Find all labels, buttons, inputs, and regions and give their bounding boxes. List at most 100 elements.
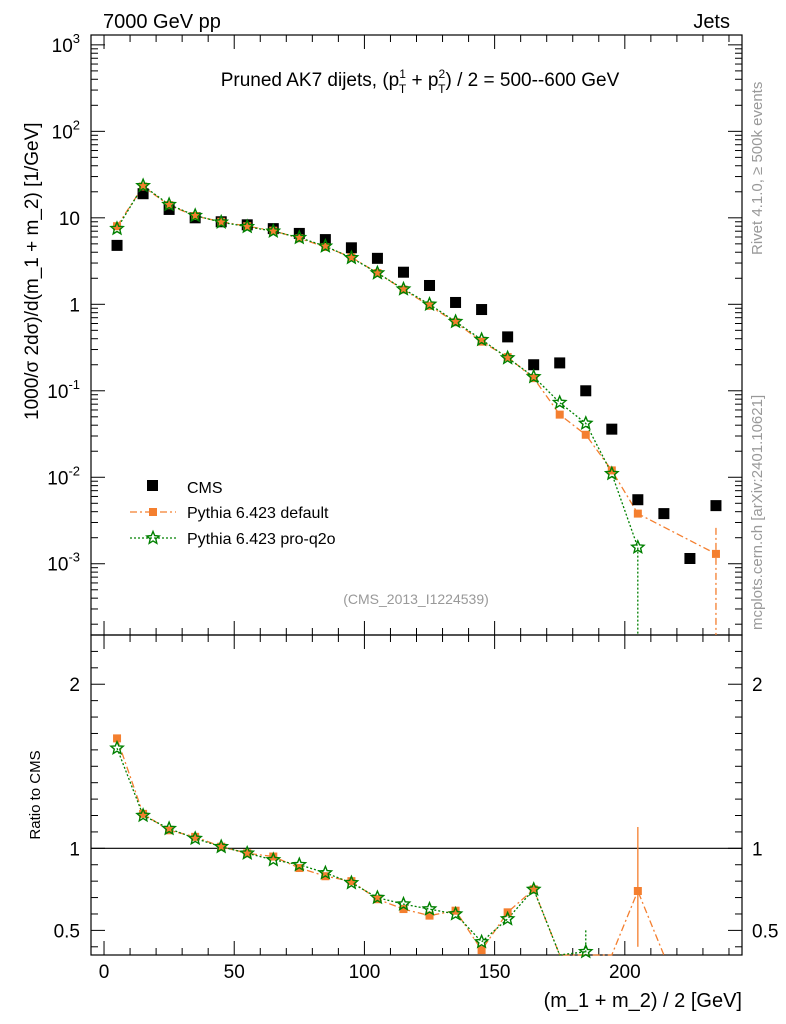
proq2o-data-point [577,415,594,431]
default-data-point [607,466,616,475]
cms-data-point [502,331,514,343]
default-data-point [139,182,148,191]
ratio-series-group [109,734,665,959]
proq2o-ratio-point [239,845,256,860]
plot-title: Pruned AK7 dijets, (p1 T + p2 T) / 2 = 500… [221,67,620,96]
default-ratio-point [217,842,226,851]
legend-default-marker [149,508,157,516]
default-data-point [477,337,486,346]
proq2o-data-point [135,177,152,193]
default-data-point [529,374,538,383]
proq2o-ratio-point [109,739,125,755]
default-series-line [116,185,717,555]
proq2o-ratio-point [421,900,438,916]
proq2o-ratio-point [577,943,594,959]
default-data-point [711,549,720,558]
proq2o-data-point [499,349,516,365]
default-ratio-point [373,895,382,904]
main-series-group [109,177,722,635]
main-y-tick-label: 103 [52,31,80,57]
proq2o-data-point [421,295,438,312]
cms-data-point [710,500,722,512]
ratio-y-axis-label: Ratio to CMS [27,750,44,839]
proq2o-ratio-point [447,905,464,921]
proq2o-data-point [291,229,308,245]
x-axis-label: (m_1 + m_2) / 2 [GeV] [544,990,742,1012]
cms-data-point [371,252,383,264]
legend-proq2o-marker [145,529,161,545]
default-ratio-point [633,887,642,895]
proq2o-ratio-line [116,747,586,956]
proq2o-ratio-point [525,881,542,897]
analysis-watermark: (CMS_2013_I1224539) [343,591,489,607]
proq2o-data-point [369,264,386,280]
cms-data-point [606,423,618,435]
x-tick-label: 50 [224,962,245,983]
default-ratio-point [451,906,460,915]
main-y-tick-label: 10 [59,209,80,230]
proq2o-data-point [265,222,282,238]
proq2o-data-point [525,368,542,384]
proq2o-data-point [603,465,620,481]
default-ratio-point [399,905,408,914]
x-tick-label: 150 [479,962,511,983]
default-data-point [633,509,642,518]
default-data-point [295,234,304,243]
ratio-y-tick-label-right: 2 [752,675,763,696]
proq2o-data-point [317,237,334,253]
proq2o-ratio-point [265,851,282,867]
default-data-point [165,201,174,210]
x-axis: 0 50 100 150 200 [99,35,730,983]
proq2o-ratio-point [395,895,412,911]
proq2o-ratio-point [317,864,334,880]
default-data-point [113,222,122,231]
default-data-point [399,285,408,294]
default-data-point [347,253,356,262]
side-rivet-label: Rivet 4.1.0, ≥ 500k events [749,82,766,255]
default-ratio-point [347,877,356,886]
side-mcplots-label: mcplots.cern.ch [arXiv:2401.10621] [749,395,766,630]
cms-data-point [528,359,540,371]
header-right: Jets [693,11,730,33]
legend-cms-label: CMS [187,480,223,497]
proq2o-ratio-point [187,830,204,846]
proq2o-ratio-point [213,838,230,854]
ratio-y-tick-label: 1 [69,839,80,860]
x-tick-label: 200 [609,962,641,983]
legend: CMS Pythia 6.423 default Pythia 6.423 pr… [130,480,336,548]
default-data-point [425,301,434,310]
x-tick-label: 100 [349,962,381,983]
cms-data-point [476,304,488,316]
cms-data-point [450,296,462,308]
default-ratio-point [113,734,122,743]
legend-cms-marker [147,480,158,491]
ratio-y-tick-label-right: 0.5 [752,921,778,942]
default-ratio-line [116,738,665,956]
default-ratio-point [425,911,434,920]
default-ratio-point [165,826,174,835]
default-data-point [269,226,278,235]
proq2o-data-point [109,220,125,236]
proq2o-data-point [551,394,568,410]
default-ratio-point [529,885,538,894]
proq2o-data-point [161,196,178,212]
default-ratio-point [191,832,200,841]
cms-data-point [111,239,123,251]
proq2o-data-point [447,313,464,329]
default-data-point [503,353,512,362]
ratio-y-tick-label-right: 1 [752,839,763,860]
default-ratio-point [243,849,252,858]
proq2o-ratio-point [499,910,516,926]
main-y-tick-label: 10-1 [47,377,80,403]
proq2o-data-point [239,218,256,234]
proq2o-ratio-point [369,889,386,905]
default-data-point [451,318,460,327]
proq2o-data-point [395,280,412,296]
ratio-y-tick-label: 2 [69,675,80,696]
main-y-tick-label: 102 [52,117,80,143]
proq2o-data-point [213,213,230,229]
cms-data-point [554,357,566,369]
x-tick-label: 0 [99,962,110,983]
default-ratio-point [269,852,278,861]
